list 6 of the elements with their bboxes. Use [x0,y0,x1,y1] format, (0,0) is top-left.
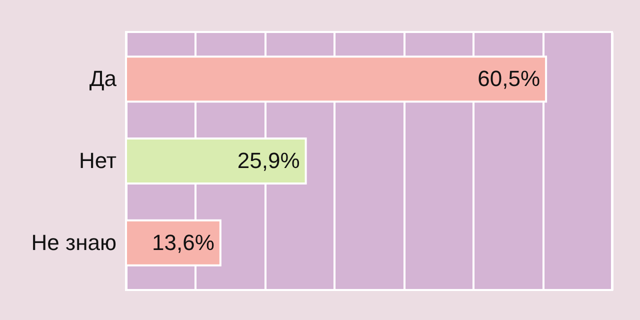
data-label: 60,5% [478,66,540,92]
data-label: 25,9% [237,148,300,173]
y-tick-label: Да [89,66,118,92]
y-tick-label: Нет [79,148,116,173]
data-label: 13,6% [152,230,214,255]
y-tick-label: Не знаю [31,230,116,255]
